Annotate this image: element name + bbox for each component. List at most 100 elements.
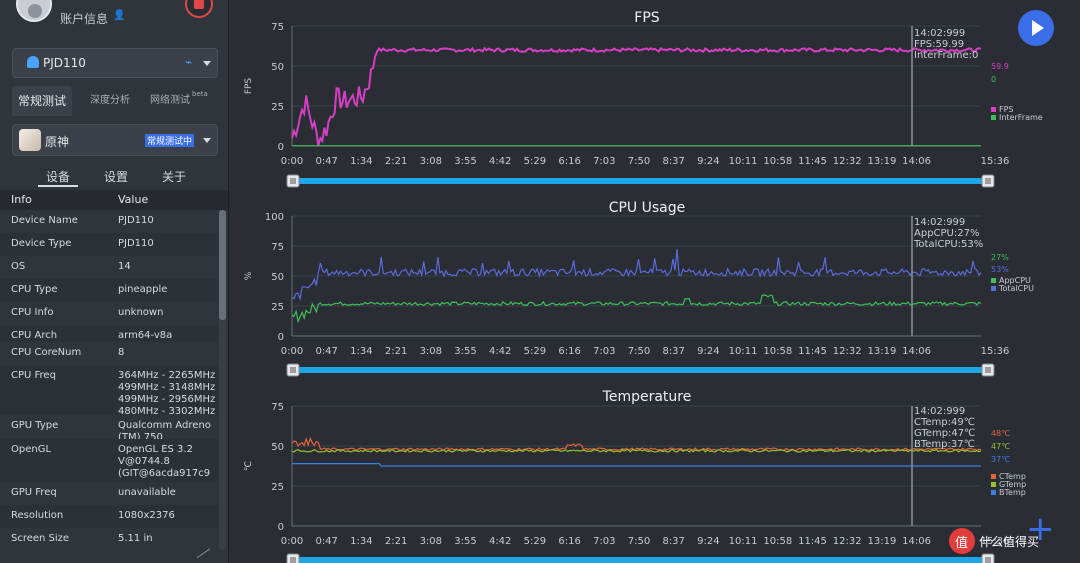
info-value: 8 [118, 347, 125, 358]
scrollbar-thumb[interactable] [219, 210, 226, 320]
tooltip-time: 14:02:999 [914, 217, 965, 228]
tooltip-time: 14:02:999 [914, 28, 965, 39]
watermark-text: 什么值得买 [979, 535, 1040, 549]
x-tick-label: 3:55 [454, 346, 476, 357]
x-tick-label: 0:00 [281, 346, 303, 357]
x-tick-label: 7:03 [593, 346, 615, 357]
tab-regular-test[interactable]: 常规测试 [12, 86, 73, 116]
y-axis-label: ℃ [244, 461, 254, 471]
info-value: OpenGL ES 3.2 V@0744.8 (GIT@6acda917c9 [118, 444, 211, 479]
x-tick-label: 14:06 [902, 346, 931, 357]
x-tick-label: 14:06 [902, 536, 931, 547]
user-row: 账户信息 👤 [0, 0, 228, 34]
legend-swatch [991, 474, 996, 479]
x-tick-label: 10:58 [763, 536, 792, 547]
info-key: CPU Type [11, 284, 58, 295]
tooltip-line: InterFrame:0 [914, 50, 978, 61]
info-key: Device Name [11, 215, 78, 226]
play-button[interactable] [1018, 10, 1054, 46]
series-line-appcpu [291, 294, 982, 324]
series-line-fps [291, 46, 982, 147]
table-row: CPU Info unknown [0, 302, 218, 325]
x-tick-label: 11:45 [798, 156, 827, 167]
info-value: Qualcomm Adreno (TM) 750 [118, 420, 211, 443]
x-tick-label: 1:34 [350, 156, 372, 167]
x-tick-label: 12:32 [833, 536, 862, 547]
current-value-label: 27% [991, 253, 1009, 262]
y-axis-label: FPS [244, 78, 254, 95]
info-value: PJD110 [118, 238, 154, 249]
x-tick-label: 10:11 [729, 346, 758, 357]
tab-about[interactable]: 关于 [162, 170, 187, 184]
tooltip-line: TotalCPU:53% [913, 239, 983, 250]
range-slider-track [292, 557, 989, 563]
x-tick-label: 3:55 [454, 156, 476, 167]
app-select[interactable]: 原神 常规测试中 [12, 124, 218, 156]
y-tick-label: 50 [271, 442, 284, 453]
current-value-label: 47℃ [991, 442, 1010, 451]
range-slider-track [292, 367, 989, 373]
y-tick-label: 75 [271, 22, 284, 33]
legend-swatch [991, 482, 996, 487]
tooltip-line: CTemp:49℃ [914, 417, 975, 428]
table-row: CPU Arch arm64-v8a [0, 325, 218, 342]
scrollbar-track[interactable] [219, 210, 226, 550]
legend-label: FPS [999, 105, 1014, 114]
current-value-label: 37℃ [991, 455, 1010, 464]
x-tick-label: 15:36 [981, 156, 1010, 167]
x-tick-label: 0:00 [281, 156, 303, 167]
x-tick-label: 5:29 [524, 156, 546, 167]
info-key: CPU CoreNum [11, 347, 82, 358]
x-tick-label: 7:50 [628, 346, 650, 357]
tooltip-line: BTemp:37℃ [914, 439, 975, 450]
tab-network-test[interactable]: 网络测试 [150, 95, 190, 106]
x-tick-label: 9:24 [697, 536, 719, 547]
table-row: Resolution 1080x2376 [0, 505, 218, 528]
y-tick-label: 0 [278, 142, 284, 153]
device-name: PJD110 [43, 56, 86, 70]
x-tick-label: 3:08 [420, 536, 442, 547]
tab-deep-analysis[interactable]: 深度分析 [90, 95, 130, 106]
app-name: 原神 [45, 135, 70, 149]
table-row: OS 14 [0, 256, 218, 279]
x-tick-label: 0:47 [315, 536, 337, 547]
y-tick-label: 25 [271, 482, 284, 493]
x-tick-label: 11:45 [798, 536, 827, 547]
sub-tabs: 设备 设置 关于 [0, 166, 228, 188]
account-label[interactable]: 账户信息 [60, 12, 109, 26]
legend-label: AppCPU [999, 276, 1031, 285]
x-tick-label: 14:06 [902, 156, 931, 167]
x-tick-label: 4:42 [489, 156, 511, 167]
tooltip-line: FPS:59.99 [914, 39, 964, 50]
x-tick-label: 2:21 [385, 536, 407, 547]
device-select[interactable]: PJD110 ⌁ [12, 48, 218, 78]
x-tick-label: 0:00 [281, 536, 303, 547]
info-value: 364MHz - 2265MHz 499MHz - 3148MHz 499MHz… [118, 370, 216, 417]
column-header-value: Value [118, 193, 149, 206]
table-row: CPU Freq 364MHz - 2265MHz 499MHz - 3148MH… [0, 365, 218, 417]
tooltip-time: 14:02:999 [914, 406, 965, 417]
tab-device[interactable]: 设备 [46, 170, 71, 184]
x-tick-label: 4:42 [489, 536, 511, 547]
add-chart-icon[interactable]: + [1026, 509, 1055, 549]
x-tick-label: 2:21 [385, 156, 407, 167]
test-status-badge: 常规测试中 [145, 134, 195, 147]
left-panel: 账户信息 👤 PJD110 ⌁ 常规测试 深度分析 网络测试 beta 原神 常… [0, 0, 229, 563]
x-tick-label: 9:24 [697, 156, 719, 167]
legend-swatch [991, 278, 996, 283]
column-header-info: Info [11, 193, 32, 206]
table-row: Screen Size 5.11 in [0, 528, 218, 551]
info-key: CPU Arch [11, 330, 58, 341]
info-key: Screen Size [11, 533, 70, 544]
series-line-ctemp [291, 436, 982, 452]
table-row: GPU Type Qualcomm Adreno (TM) 750 [0, 415, 218, 443]
x-tick-label: 12:32 [833, 346, 862, 357]
table-row: GPU Freq unavailable [0, 482, 218, 505]
avatar[interactable] [16, 0, 52, 22]
record-stop-button[interactable] [185, 0, 213, 18]
y-tick-label: 50 [271, 62, 284, 73]
x-tick-label: 0:47 [315, 346, 337, 357]
app-icon [19, 129, 41, 151]
tab-settings[interactable]: 设置 [104, 170, 129, 184]
person-settings-icon[interactable]: 👤 [113, 10, 126, 21]
